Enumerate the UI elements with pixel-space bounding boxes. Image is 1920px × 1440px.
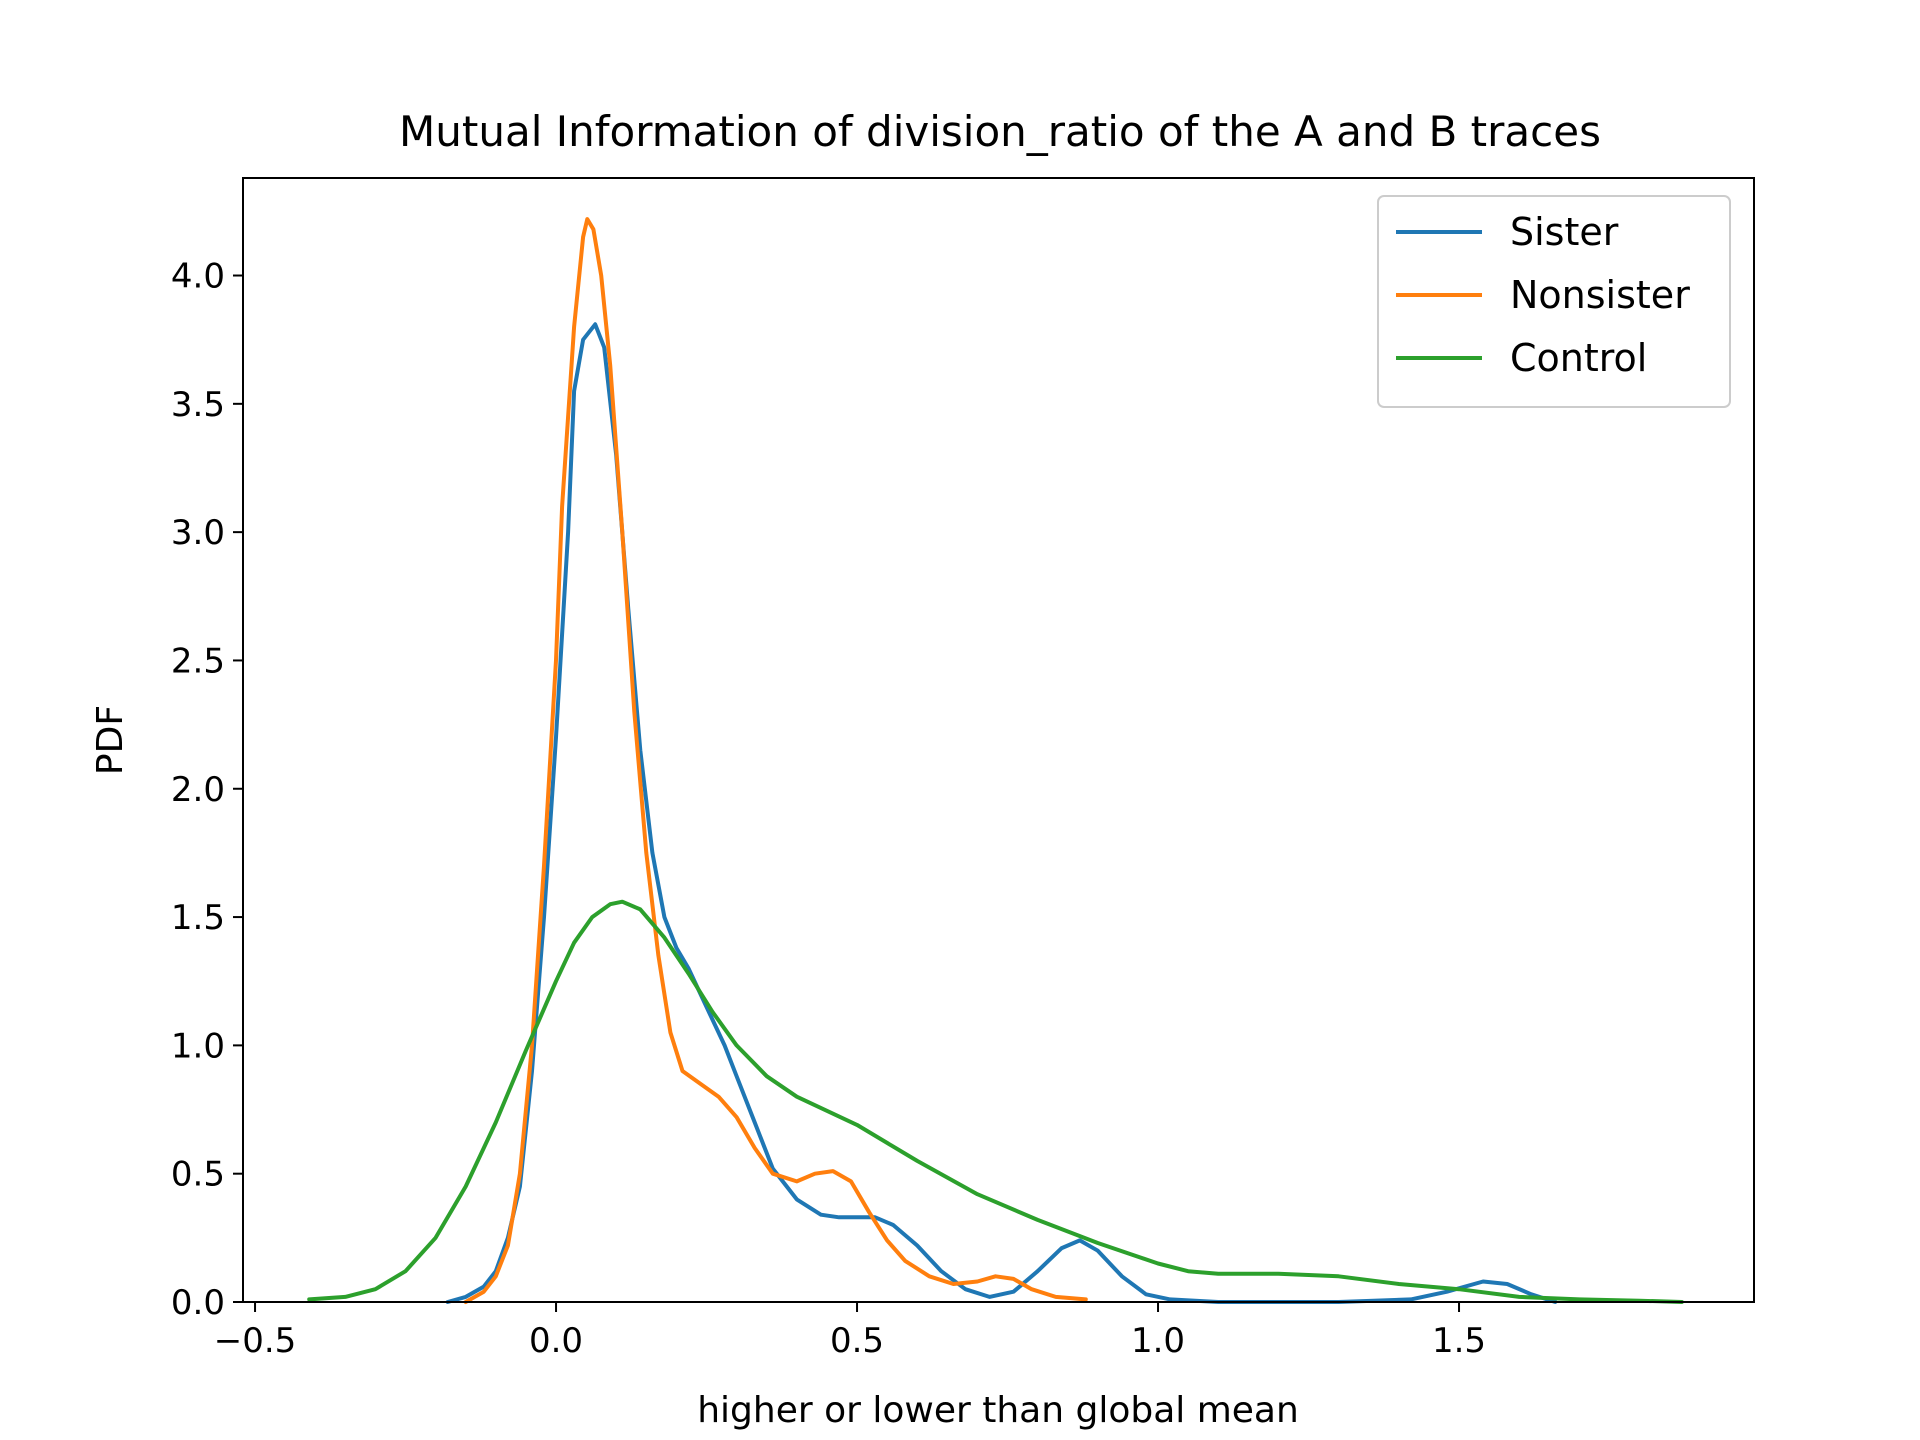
chart-title: Mutual Information of division_ratio of … xyxy=(399,107,1601,156)
legend-label-nonsister: Nonsister xyxy=(1510,273,1690,317)
y-axis: 0.0 0.5 1.0 1.5 2.0 2.5 3.0 3.5 4.0 xyxy=(171,257,243,1323)
series-line-nonsister xyxy=(463,217,1088,1304)
y-tick-label: 4.0 xyxy=(171,257,225,297)
y-tick-label: 2.5 xyxy=(171,641,225,681)
y-tick-label: 3.5 xyxy=(171,385,225,425)
y-tick-label: 0.5 xyxy=(171,1155,225,1195)
series-layer xyxy=(307,217,1684,1304)
x-tick-label: 0.0 xyxy=(529,1321,583,1361)
y-axis-label: PDF xyxy=(90,705,131,775)
y-tick-label: 2.0 xyxy=(171,770,225,810)
series-line-sister xyxy=(445,322,1558,1304)
x-axis: −0.5 0.0 0.5 1.0 1.5 xyxy=(214,1302,1486,1361)
y-tick-label: 1.0 xyxy=(171,1026,225,1066)
y-tick-label: 3.0 xyxy=(171,513,225,553)
y-tick-label: 1.5 xyxy=(171,898,225,938)
y-tick-label: 0.0 xyxy=(171,1283,225,1323)
legend-label-sister: Sister xyxy=(1510,210,1619,254)
legend: Sister Nonsister Control xyxy=(1377,195,1731,408)
x-tick-label: −0.5 xyxy=(214,1321,297,1361)
series-line-control xyxy=(307,899,1684,1304)
x-tick-label: 1.0 xyxy=(1131,1321,1185,1361)
x-tick-label: 0.5 xyxy=(830,1321,884,1361)
legend-box xyxy=(1377,195,1731,408)
axes-frame xyxy=(242,177,1755,1303)
x-axis-label: higher or lower than global mean xyxy=(697,1390,1299,1431)
legend-label-control: Control xyxy=(1510,336,1647,380)
x-tick-label: 1.5 xyxy=(1432,1321,1486,1361)
